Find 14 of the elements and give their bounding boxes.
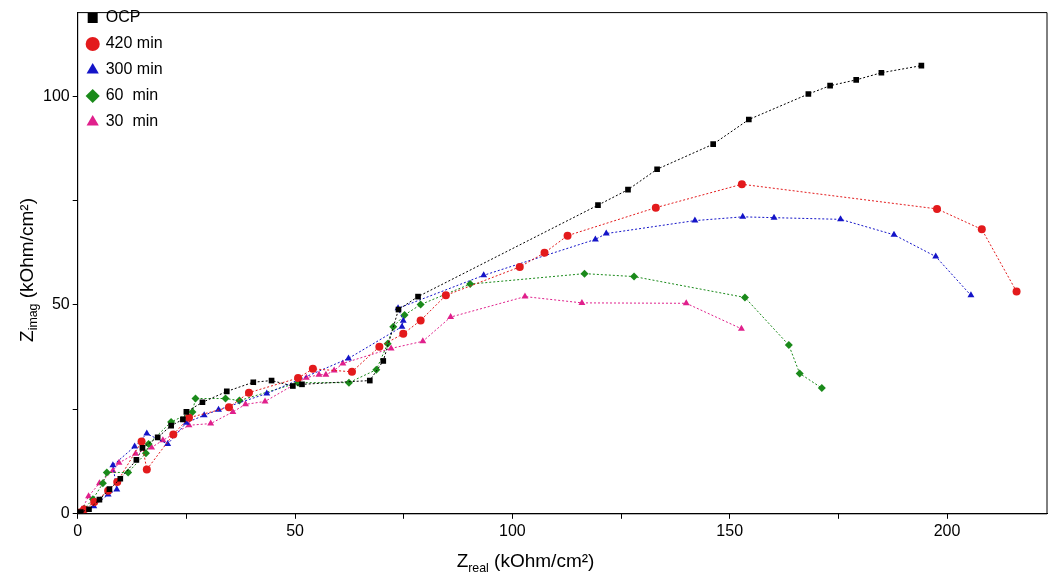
legend-label: 60 min bbox=[105, 86, 159, 104]
y-tick-label: 50 bbox=[51, 295, 70, 313]
x-axis-title: Z$_{real}$ (kOhm/cm²) bbox=[455, 550, 596, 575]
x-tick-label: 0 bbox=[73, 521, 83, 539]
x-tick-label: 50 bbox=[286, 521, 305, 539]
y-tick-label: 100 bbox=[42, 86, 70, 104]
legend-label: OCP bbox=[105, 8, 141, 26]
legend-label: 30 min bbox=[105, 112, 159, 130]
legend-label: 300 min bbox=[105, 60, 163, 78]
x-tick-label: 200 bbox=[933, 521, 961, 539]
x-tick-label: 150 bbox=[716, 521, 744, 539]
y-tick-label: 0 bbox=[60, 504, 70, 522]
x-tick-label: 100 bbox=[499, 521, 526, 539]
legend-label: 420 min bbox=[105, 34, 163, 52]
